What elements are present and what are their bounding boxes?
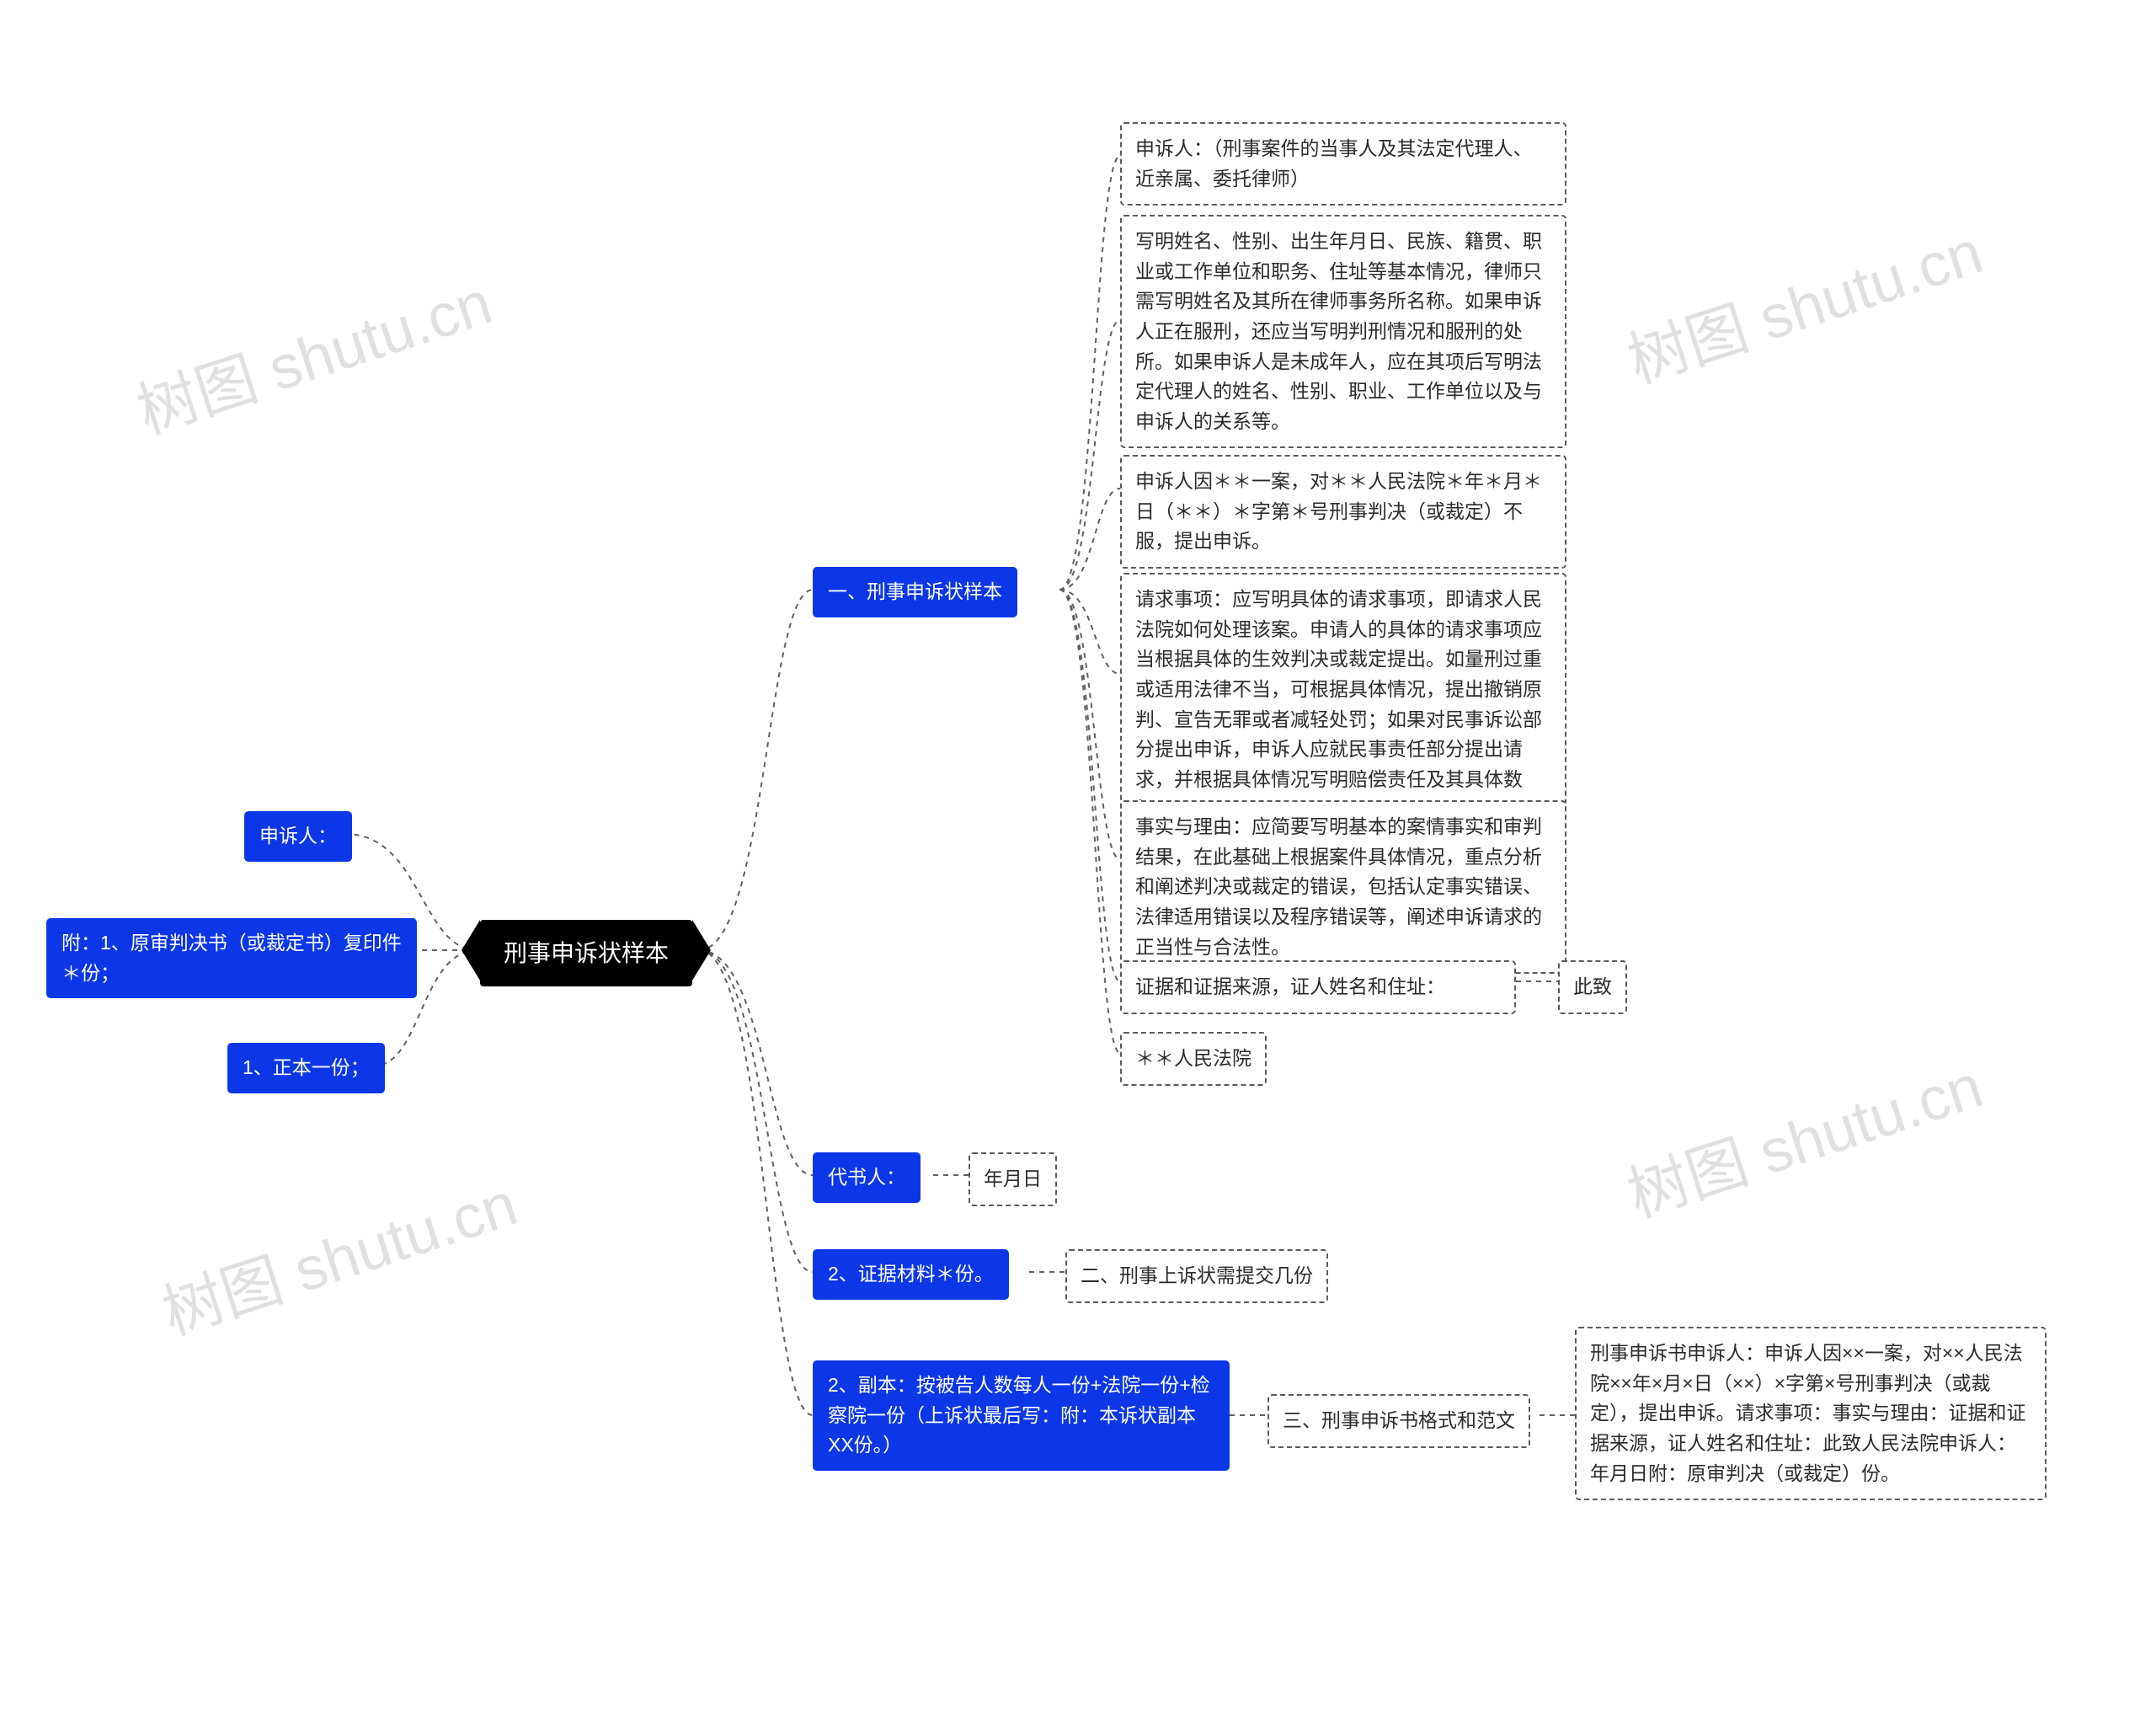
section1-c5: 事实与理由：应简要写明基本的案情事实和审判结果，在此基础上根据案件具体情况，重点…: [1120, 800, 1566, 974]
section2-child: 年月日: [969, 1152, 1057, 1206]
section4-child-body: 刑事申诉书申诉人：申诉人因××一案，对××人民法院××年×月×日（××）×字第×…: [1575, 1327, 2047, 1500]
section4-child-title: 三、刑事申诉书格式和范文: [1267, 1394, 1530, 1448]
section1-c7: ＊＊人民法院: [1120, 1032, 1267, 1086]
watermark: 树图 shutu.cn: [1615, 1036, 1992, 1234]
section2-title: 代书人：: [813, 1152, 921, 1203]
watermark: 树图 shutu.cn: [125, 253, 501, 451]
left-node-original: 1、正本一份；: [227, 1043, 385, 1093]
section1-c3: 申诉人因＊＊一案，对＊＊人民法院＊年＊月＊日（＊＊）＊字第＊号刑事判决（或裁定）…: [1120, 455, 1566, 569]
section1-title: 一、刑事申诉状样本: [813, 567, 1017, 617]
section1-c1: 申诉人：（刑事案件的当事人及其法定代理人、近亲属、委托律师）: [1120, 122, 1566, 206]
watermark: 树图 shutu.cn: [1615, 202, 1992, 400]
center-node: 刑事申诉状样本: [480, 920, 692, 986]
section3-title: 2、证据材料＊份。: [813, 1249, 1009, 1300]
section1-c4: 请求事项：应写明具体的请求事项，即请求人民法院如何处理该案。申请人的具体的请求事…: [1120, 573, 1566, 836]
section1-c6: 证据和证据来源，证人姓名和住址：: [1120, 960, 1516, 1014]
section1-c6b: 此致: [1558, 960, 1627, 1014]
left-node-appellant: 申诉人：: [244, 811, 352, 862]
section3-child: 二、刑事上诉状需提交几份: [1065, 1249, 1328, 1303]
section1-c2: 写明姓名、性别、出生年月日、民族、籍贯、职业或工作单位和职务、住址等基本情况，律…: [1120, 215, 1566, 448]
watermark: 树图 shutu.cn: [150, 1154, 526, 1352]
section4-title: 2、副本：按被告人数每人一份+法院一份+检察院一份（上诉状最后写：附：本诉状副本…: [813, 1360, 1230, 1471]
left-node-attachment: 附：1、原审判决书（或裁定书）复印件＊份；: [46, 918, 417, 998]
